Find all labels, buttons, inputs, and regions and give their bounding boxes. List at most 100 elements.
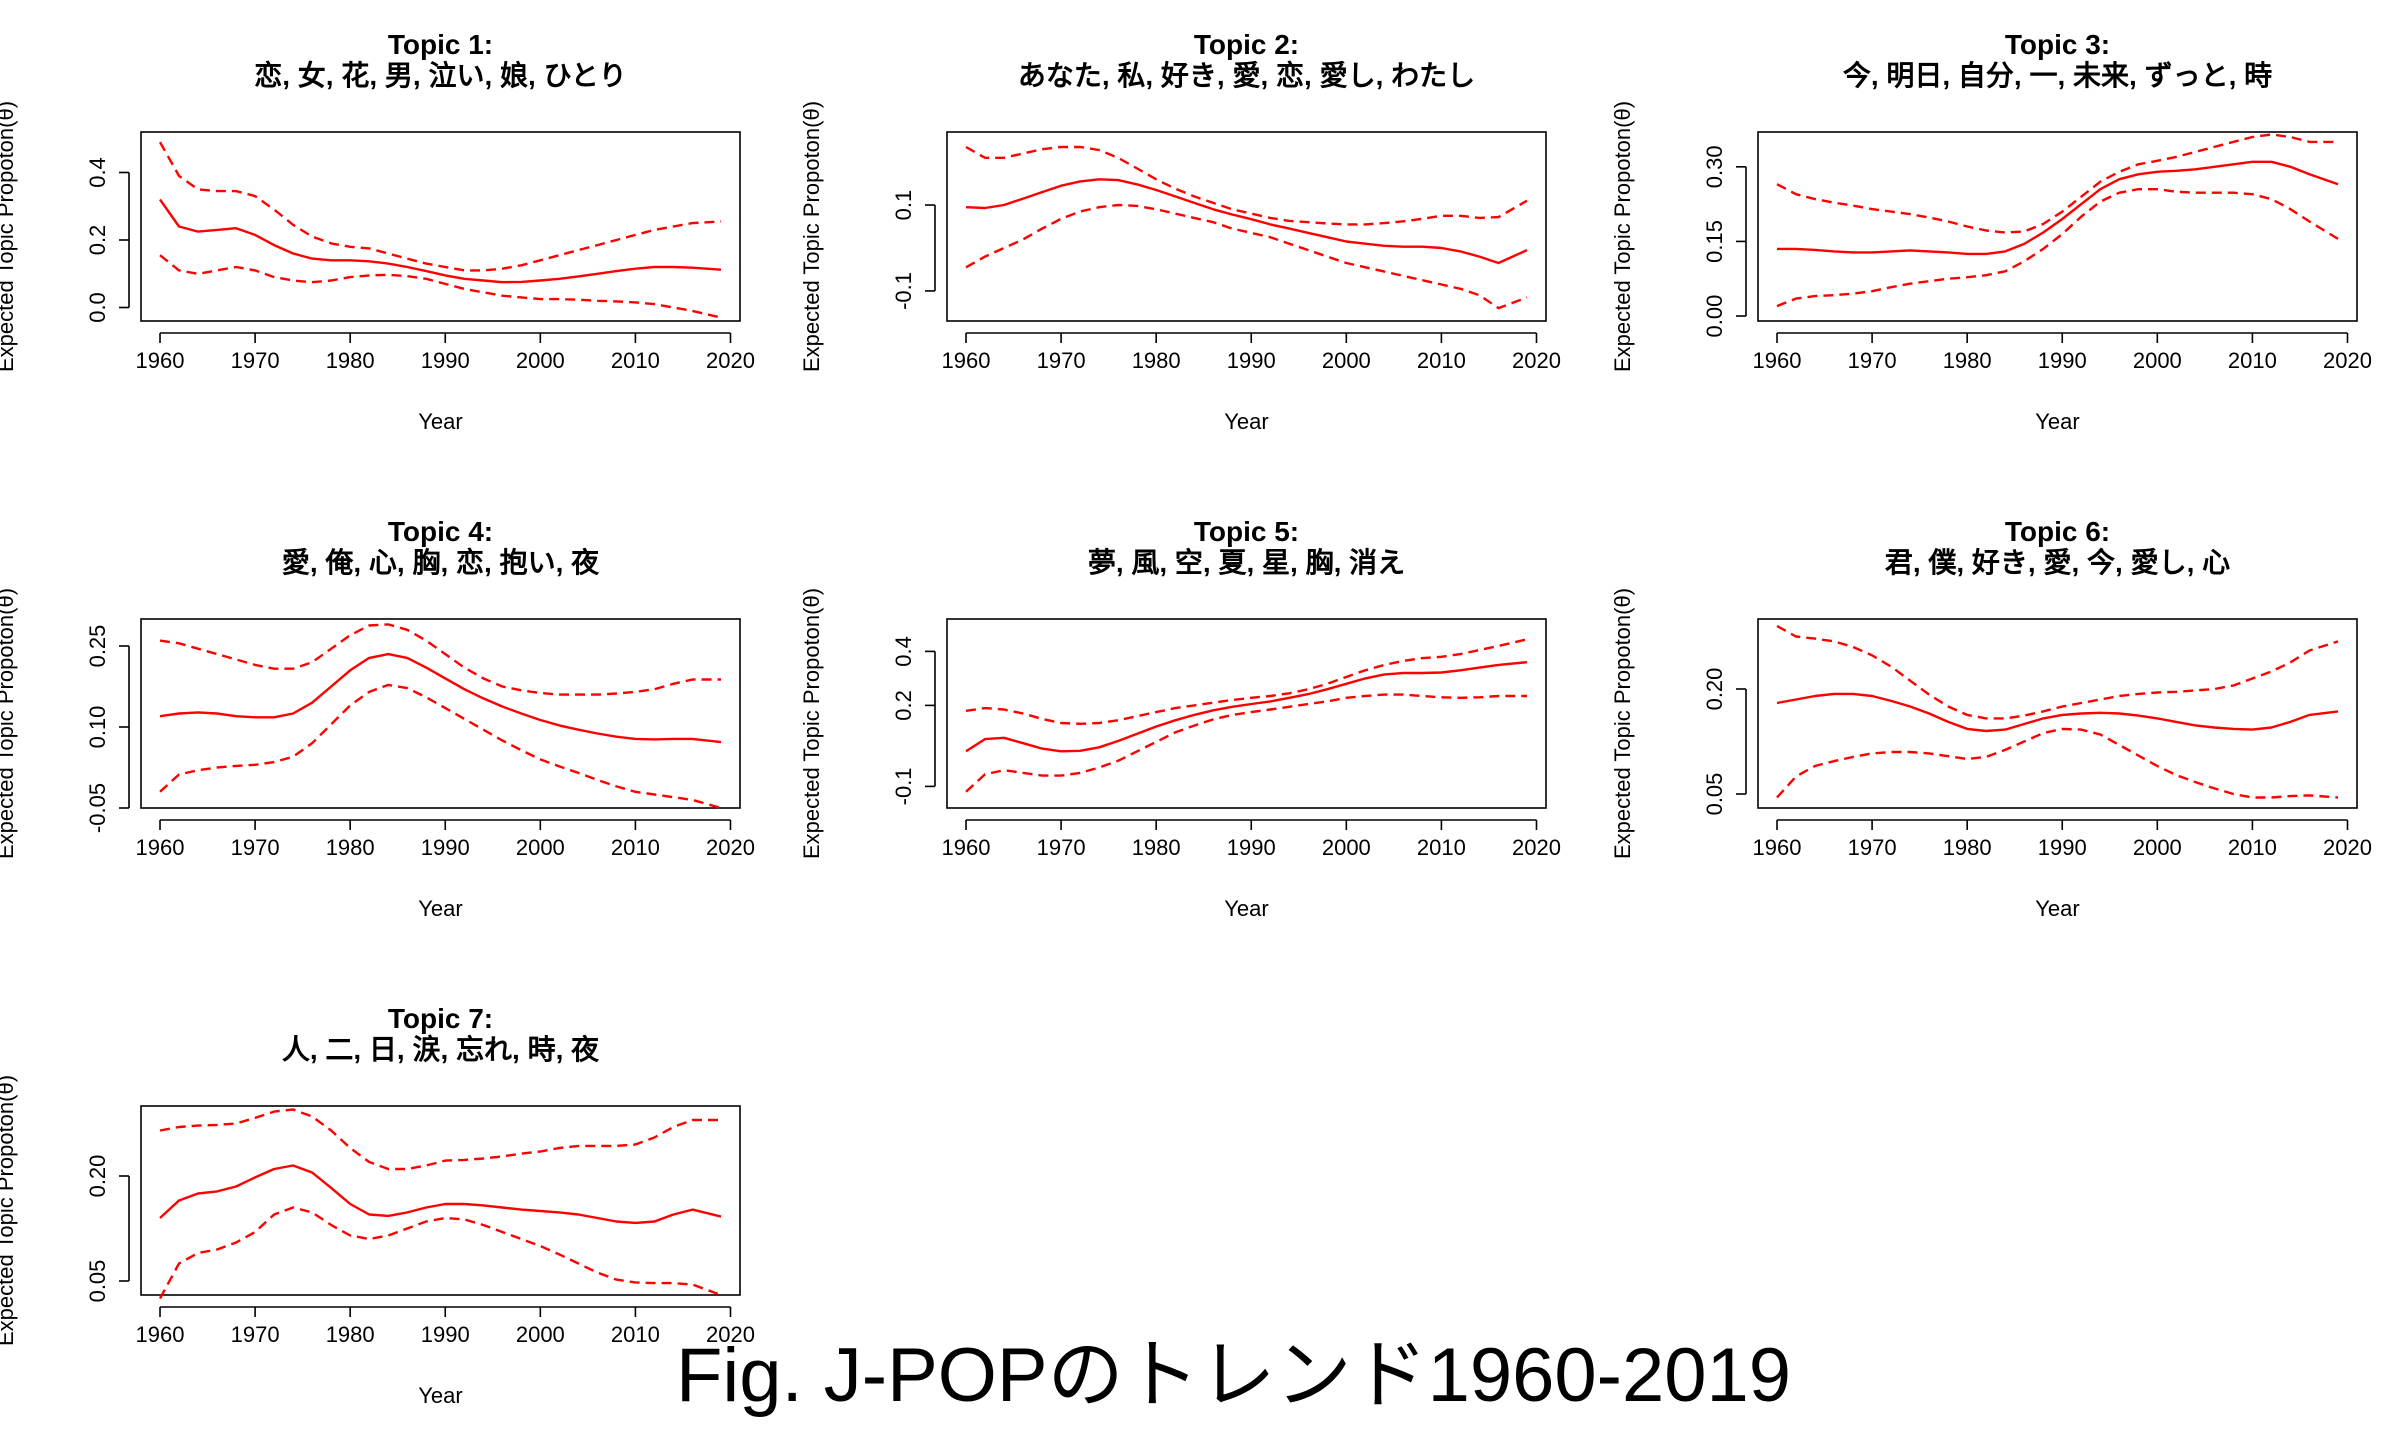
plot-frame <box>1757 618 2358 809</box>
series-upper-bound-line <box>158 141 722 272</box>
y-axis-label: Expected Topic Propoton(θ) <box>799 588 824 859</box>
x-tick-label: 1990 <box>2038 348 2087 373</box>
chart-panel-3: Topic 3:今, 明日, 自分, 一, 未来, ずっと, 時 1960 1970… <box>1610 29 2372 434</box>
chart-panel-5: Topic 5:夢, 風, 空, 夏, 星, 胸, 消え 1960 1970 1980… <box>799 516 1561 921</box>
plot-frame <box>140 131 741 322</box>
series-upper-bound-line <box>1776 624 2339 720</box>
x-tick-label: 2000 <box>1322 835 1371 860</box>
series-estimate-line <box>159 198 722 284</box>
chart-subtitle: あなた, 私, 好き, 愛, 恋, 愛し, わたし <box>1018 59 1475 91</box>
x-tick-label: 2000 <box>2133 348 2182 373</box>
chart-title: Topic 2: <box>1194 29 1299 60</box>
x-axis-label: Year <box>1224 409 1268 434</box>
chart-panel-2: Topic 2:あなた, 私, 好き, 愛, 恋, 愛し, わたし 1960 197… <box>799 29 1561 434</box>
plot-frame <box>140 1105 741 1296</box>
y-axis-label: Expected Topic Propoton(θ) <box>799 101 824 372</box>
y-tick-label: 0.25 <box>85 625 110 668</box>
chart-title: Topic 3: <box>2005 29 2110 60</box>
series-lower-bound-line <box>965 203 1528 310</box>
series-lower-bound-line <box>159 254 722 319</box>
y-tick-label: 0.15 <box>1702 220 1727 263</box>
figure-caption: Fig. J-POPのトレンド1960-2019 <box>676 1333 1792 1418</box>
x-tick-label: 2020 <box>706 835 755 860</box>
series-lower-bound-line <box>1776 187 2339 308</box>
series-estimate-line <box>965 661 1528 753</box>
chart-panel-1: Topic 1:恋, 女, 花, 男, 泣い, 娘, ひとり 1960 1970 19… <box>0 29 755 434</box>
chart-panel-4: Topic 4:愛, 俺, 心, 胸, 恋, 抱い, 夜 1960 1970 1980… <box>0 516 755 921</box>
series-estimate-line <box>159 652 722 744</box>
x-tick-label: 1970 <box>1037 835 1086 860</box>
chart-subtitle: 夢, 風, 空, 夏, 星, 胸, 消え <box>1088 546 1405 578</box>
y-tick-label: 0.30 <box>1702 145 1727 188</box>
y-tick-label: 0.20 <box>85 1155 110 1198</box>
plot-frame <box>1757 131 2358 322</box>
x-tick-label: 1980 <box>1132 835 1181 860</box>
x-tick-label: 1960 <box>136 835 185 860</box>
x-tick-label: 1960 <box>1753 348 1802 373</box>
y-tick-label: 0.4 <box>85 157 110 188</box>
y-axis-label: Expected Topic Propoton(θ) <box>1610 101 1635 372</box>
series-upper-bound-line <box>1776 133 2338 234</box>
y-tick-label: 0.00 <box>1702 295 1727 338</box>
x-tick-label: 1960 <box>942 348 991 373</box>
x-tick-label: 2010 <box>2228 835 2277 860</box>
chart-title: Topic 7: <box>388 1003 493 1034</box>
plot-frame <box>946 618 1547 809</box>
y-tick-label: -0.05 <box>85 783 110 833</box>
y-tick-label: 0.0 <box>85 292 110 323</box>
y-tick-label: 0.1 <box>891 190 916 221</box>
y-axis-label: Expected Topic Propoton(θ) <box>0 588 18 859</box>
y-tick-label: 0.4 <box>891 636 916 667</box>
x-tick-label: 2000 <box>516 348 565 373</box>
x-axis-label: Year <box>1224 896 1268 921</box>
x-tick-label: 1990 <box>421 348 470 373</box>
x-tick-label: 2020 <box>706 348 755 373</box>
x-tick-label: 1960 <box>1753 835 1802 860</box>
series-lower-bound-line <box>158 1206 722 1300</box>
y-tick-label: 0.05 <box>1702 773 1727 816</box>
x-tick-label: 2000 <box>516 835 565 860</box>
x-tick-label: 1970 <box>231 835 280 860</box>
chart-title: Topic 4: <box>388 516 493 547</box>
x-tick-label: 1960 <box>136 1322 185 1347</box>
chart-subtitle: 今, 明日, 自分, 一, 未来, ずっと, 時 <box>1843 59 2272 91</box>
x-tick-label: 1990 <box>421 1322 470 1347</box>
series-lower-bound-line <box>159 683 722 810</box>
x-tick-label: 1970 <box>1848 835 1897 860</box>
x-tick-label: 1990 <box>1227 835 1276 860</box>
chart-panel-6: Topic 6:君, 僕, 好き, 愛, 今, 愛し, 心 1960 1970 198… <box>1610 516 2372 921</box>
x-tick-label: 2000 <box>1322 348 1371 373</box>
x-axis-label: Year <box>418 1383 462 1408</box>
x-tick-label: 2020 <box>706 1322 755 1347</box>
x-tick-label: 1960 <box>942 835 991 860</box>
x-tick-label: 1970 <box>231 348 280 373</box>
series-lower-bound-line <box>1776 727 2339 799</box>
y-tick-label: 0.2 <box>891 690 916 721</box>
x-tick-label: 1980 <box>1132 348 1181 373</box>
chart-subtitle: 人, 二, 日, 涙, 忘れ, 時, 夜 <box>282 1033 600 1065</box>
series-upper-bound-line <box>159 1108 721 1171</box>
x-tick-label: 2010 <box>611 1322 660 1347</box>
x-axis-label: Year <box>2035 896 2079 921</box>
x-tick-label: 1970 <box>1848 348 1897 373</box>
x-tick-label: 1990 <box>1227 348 1276 373</box>
x-tick-label: 1980 <box>326 835 375 860</box>
x-tick-label: 2020 <box>2323 348 2372 373</box>
series-upper-bound-line <box>159 623 721 696</box>
x-axis-label: Year <box>418 896 462 921</box>
x-axis-label: Year <box>418 409 462 434</box>
y-tick-label: -0.1 <box>891 272 916 310</box>
x-tick-label: 2010 <box>1417 348 1466 373</box>
x-tick-label: 1980 <box>1943 835 1992 860</box>
x-tick-label: 2010 <box>2228 348 2277 373</box>
x-tick-label: 2020 <box>2323 835 2372 860</box>
x-axis-label: Year <box>2035 409 2079 434</box>
y-tick-label: 0.05 <box>85 1260 110 1303</box>
series-lower-bound-line <box>965 693 1527 793</box>
series-estimate-line <box>1777 160 2339 256</box>
y-tick-label: -0.1 <box>891 767 916 805</box>
series-upper-bound-line <box>965 638 1528 725</box>
x-tick-label: 2020 <box>1512 348 1561 373</box>
y-tick-label: 0.10 <box>85 706 110 749</box>
chart-title: Topic 5: <box>1194 516 1299 547</box>
